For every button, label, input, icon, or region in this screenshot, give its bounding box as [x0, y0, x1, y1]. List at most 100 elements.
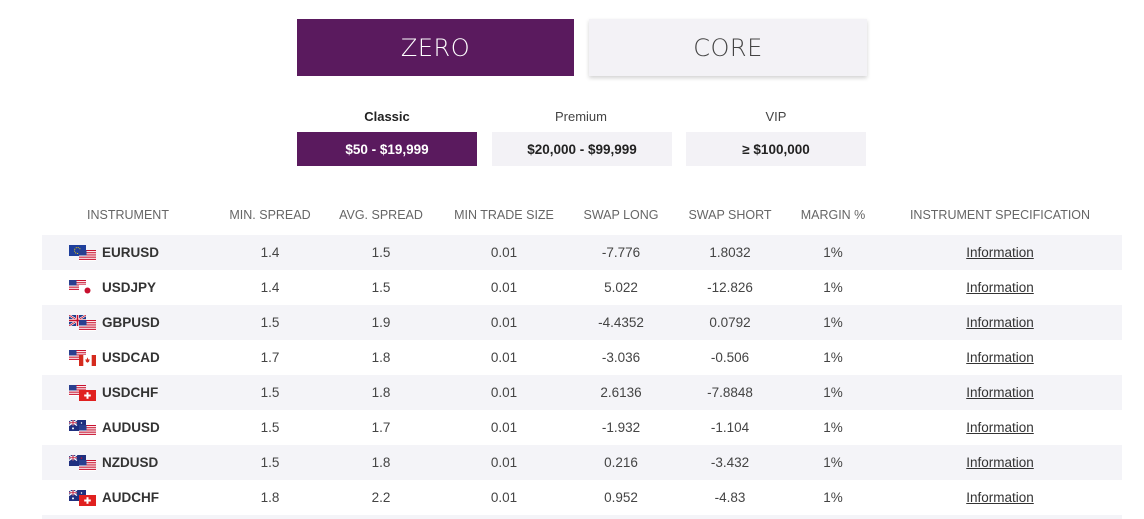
tier-vip-label: VIP: [765, 109, 787, 124]
instrument-cell: EURUSD: [69, 235, 159, 270]
cell-instrument-specification: Information: [966, 375, 1034, 410]
au-flag-icon: [69, 419, 86, 431]
cell-min-spread: 1.8: [260, 490, 280, 505]
information-link[interactable]: Information: [966, 315, 1034, 330]
instrument-cell: USDCAD: [69, 340, 160, 375]
cell-min-trade-size: 0.01: [490, 280, 518, 295]
table-row: EURUSD 1.4 1.5 0.01 -7.776 1.8032 1% Informatio…: [42, 235, 1122, 270]
instrument-name: GBPUSD: [102, 315, 160, 330]
cell-margin: 1%: [823, 315, 843, 330]
cell-margin: 1%: [823, 455, 843, 470]
cell-swap-short: -4.83: [714, 490, 746, 505]
us-flag-icon: [69, 384, 86, 396]
table-row: [42, 515, 1122, 519]
us-flag-icon: [79, 319, 96, 331]
gb-flag-icon: [69, 314, 86, 326]
cell-instrument-specification: Information: [966, 410, 1034, 445]
cell-swap-long: 0.216: [604, 455, 638, 470]
cell-avg-spread: 1.9: [371, 315, 391, 330]
tier-premium-label: Premium: [554, 109, 607, 124]
instrument-name: NZDUSD: [102, 455, 159, 470]
us-flag-icon: [79, 459, 96, 471]
table-header: INSTRUMENT MIN. SPREAD AVG. SPREAD MIN T…: [42, 208, 1122, 224]
cell-margin: 1%: [823, 420, 843, 435]
cell-min-spread: 1.4: [260, 280, 280, 295]
header-avg-spread: AVG. SPREAD: [339, 208, 423, 222]
cell-min-spread: 1.5: [260, 385, 280, 400]
table-row: AUDUSD 1.5 1.7 0.01 -1.932 -1.104 1% Informatio…: [42, 410, 1122, 445]
cell-min-trade-size: 0.01: [490, 455, 518, 470]
instrument-name: AUDCHF: [102, 490, 159, 505]
header-instrument-specification: INSTRUMENT SPECIFICATION: [909, 208, 1091, 222]
tier-vip-button[interactable]: ≥ $100,000: [686, 132, 866, 166]
cell-swap-short: -0.506: [710, 350, 750, 365]
cell-swap-long: -7.776: [601, 245, 641, 260]
us-flag-icon: [69, 279, 86, 291]
information-link[interactable]: Information: [966, 245, 1034, 260]
table-row: NZDUSD 1.5 1.8 0.01 0.216 -3.432 1% Information: [42, 445, 1122, 480]
cell-min-trade-size: 0.01: [490, 245, 518, 260]
header-swap-short: SWAP SHORT: [688, 208, 772, 222]
header-swap-long: SWAP LONG: [583, 208, 659, 222]
cell-swap-short: -3.432: [710, 455, 750, 470]
cell-swap-long: -1.932: [601, 420, 641, 435]
instrument-name: EURUSD: [102, 245, 160, 260]
cell-avg-spread: 2.2: [371, 490, 391, 505]
currency-flags-icon: [69, 489, 97, 506]
cell-swap-short: -1.104: [710, 420, 750, 435]
cell-min-spread: 1.5: [260, 455, 280, 470]
us-flag-icon: [69, 349, 86, 361]
cell-min-spread: 1.5: [260, 315, 280, 330]
cell-avg-spread: 1.7: [371, 420, 391, 435]
cell-margin: 1%: [823, 280, 843, 295]
currency-flags-icon: [69, 244, 97, 261]
information-link[interactable]: Information: [966, 385, 1034, 400]
instrument-cell: AUDCHF: [69, 480, 159, 515]
cell-margin: 1%: [823, 490, 843, 505]
cell-instrument-specification: Information: [966, 235, 1034, 270]
cell-swap-long: -3.036: [601, 350, 641, 365]
cell-min-trade-size: 0.01: [490, 350, 518, 365]
tier-premium-button[interactable]: $20,000 - $99,999: [492, 132, 672, 166]
currency-flags-icon: [69, 384, 97, 401]
account-type-core-button[interactable]: CORE: [589, 19, 867, 76]
ca-flag-icon: [79, 354, 96, 366]
cell-avg-spread: 1.8: [371, 455, 391, 470]
cell-min-trade-size: 0.01: [490, 385, 518, 400]
tier-classic-label: Classic: [364, 109, 410, 124]
information-link[interactable]: Information: [966, 420, 1034, 435]
currency-flags-icon: [69, 314, 97, 331]
cell-min-spread: 1.5: [260, 420, 280, 435]
cell-margin: 1%: [823, 350, 843, 365]
instrument-cell: AUDUSD: [69, 410, 160, 445]
cell-min-trade-size: 0.01: [490, 420, 518, 435]
cell-avg-spread: 1.8: [371, 385, 391, 400]
cell-min-trade-size: 0.01: [490, 315, 518, 330]
tier-classic-button[interactable]: $50 - $19,999: [297, 132, 477, 166]
cell-instrument-specification: Information: [966, 340, 1034, 375]
instrument-cell: GBPUSD: [69, 305, 160, 340]
information-link[interactable]: Information: [966, 350, 1034, 365]
currency-flags-icon: [69, 454, 97, 471]
cell-instrument-specification: Information: [966, 480, 1034, 515]
header-margin: MARGIN %: [800, 208, 866, 222]
instrument-name: USDCAD: [102, 350, 160, 365]
account-type-zero-button[interactable]: ZERO: [297, 19, 574, 76]
cell-swap-short: 0.0792: [709, 315, 751, 330]
information-link[interactable]: Information: [966, 490, 1034, 505]
cell-swap-short: 1.8032: [709, 245, 751, 260]
us-flag-icon: [79, 424, 96, 436]
cell-min-spread: 1.4: [260, 245, 280, 260]
au-flag-icon: [69, 489, 86, 501]
cell-avg-spread: 1.8: [371, 350, 391, 365]
cell-min-spread: 1.7: [260, 350, 280, 365]
currency-flags-icon: [69, 279, 97, 296]
cell-swap-long: 2.6136: [600, 385, 642, 400]
cell-swap-long: -4.4352: [598, 315, 644, 330]
cell-avg-spread: 1.5: [371, 245, 391, 260]
cell-avg-spread: 1.5: [371, 280, 391, 295]
information-link[interactable]: Information: [966, 280, 1034, 295]
cell-swap-short: -7.8848: [707, 385, 753, 400]
cell-instrument-specification: Information: [966, 270, 1034, 305]
information-link[interactable]: Information: [966, 455, 1034, 470]
